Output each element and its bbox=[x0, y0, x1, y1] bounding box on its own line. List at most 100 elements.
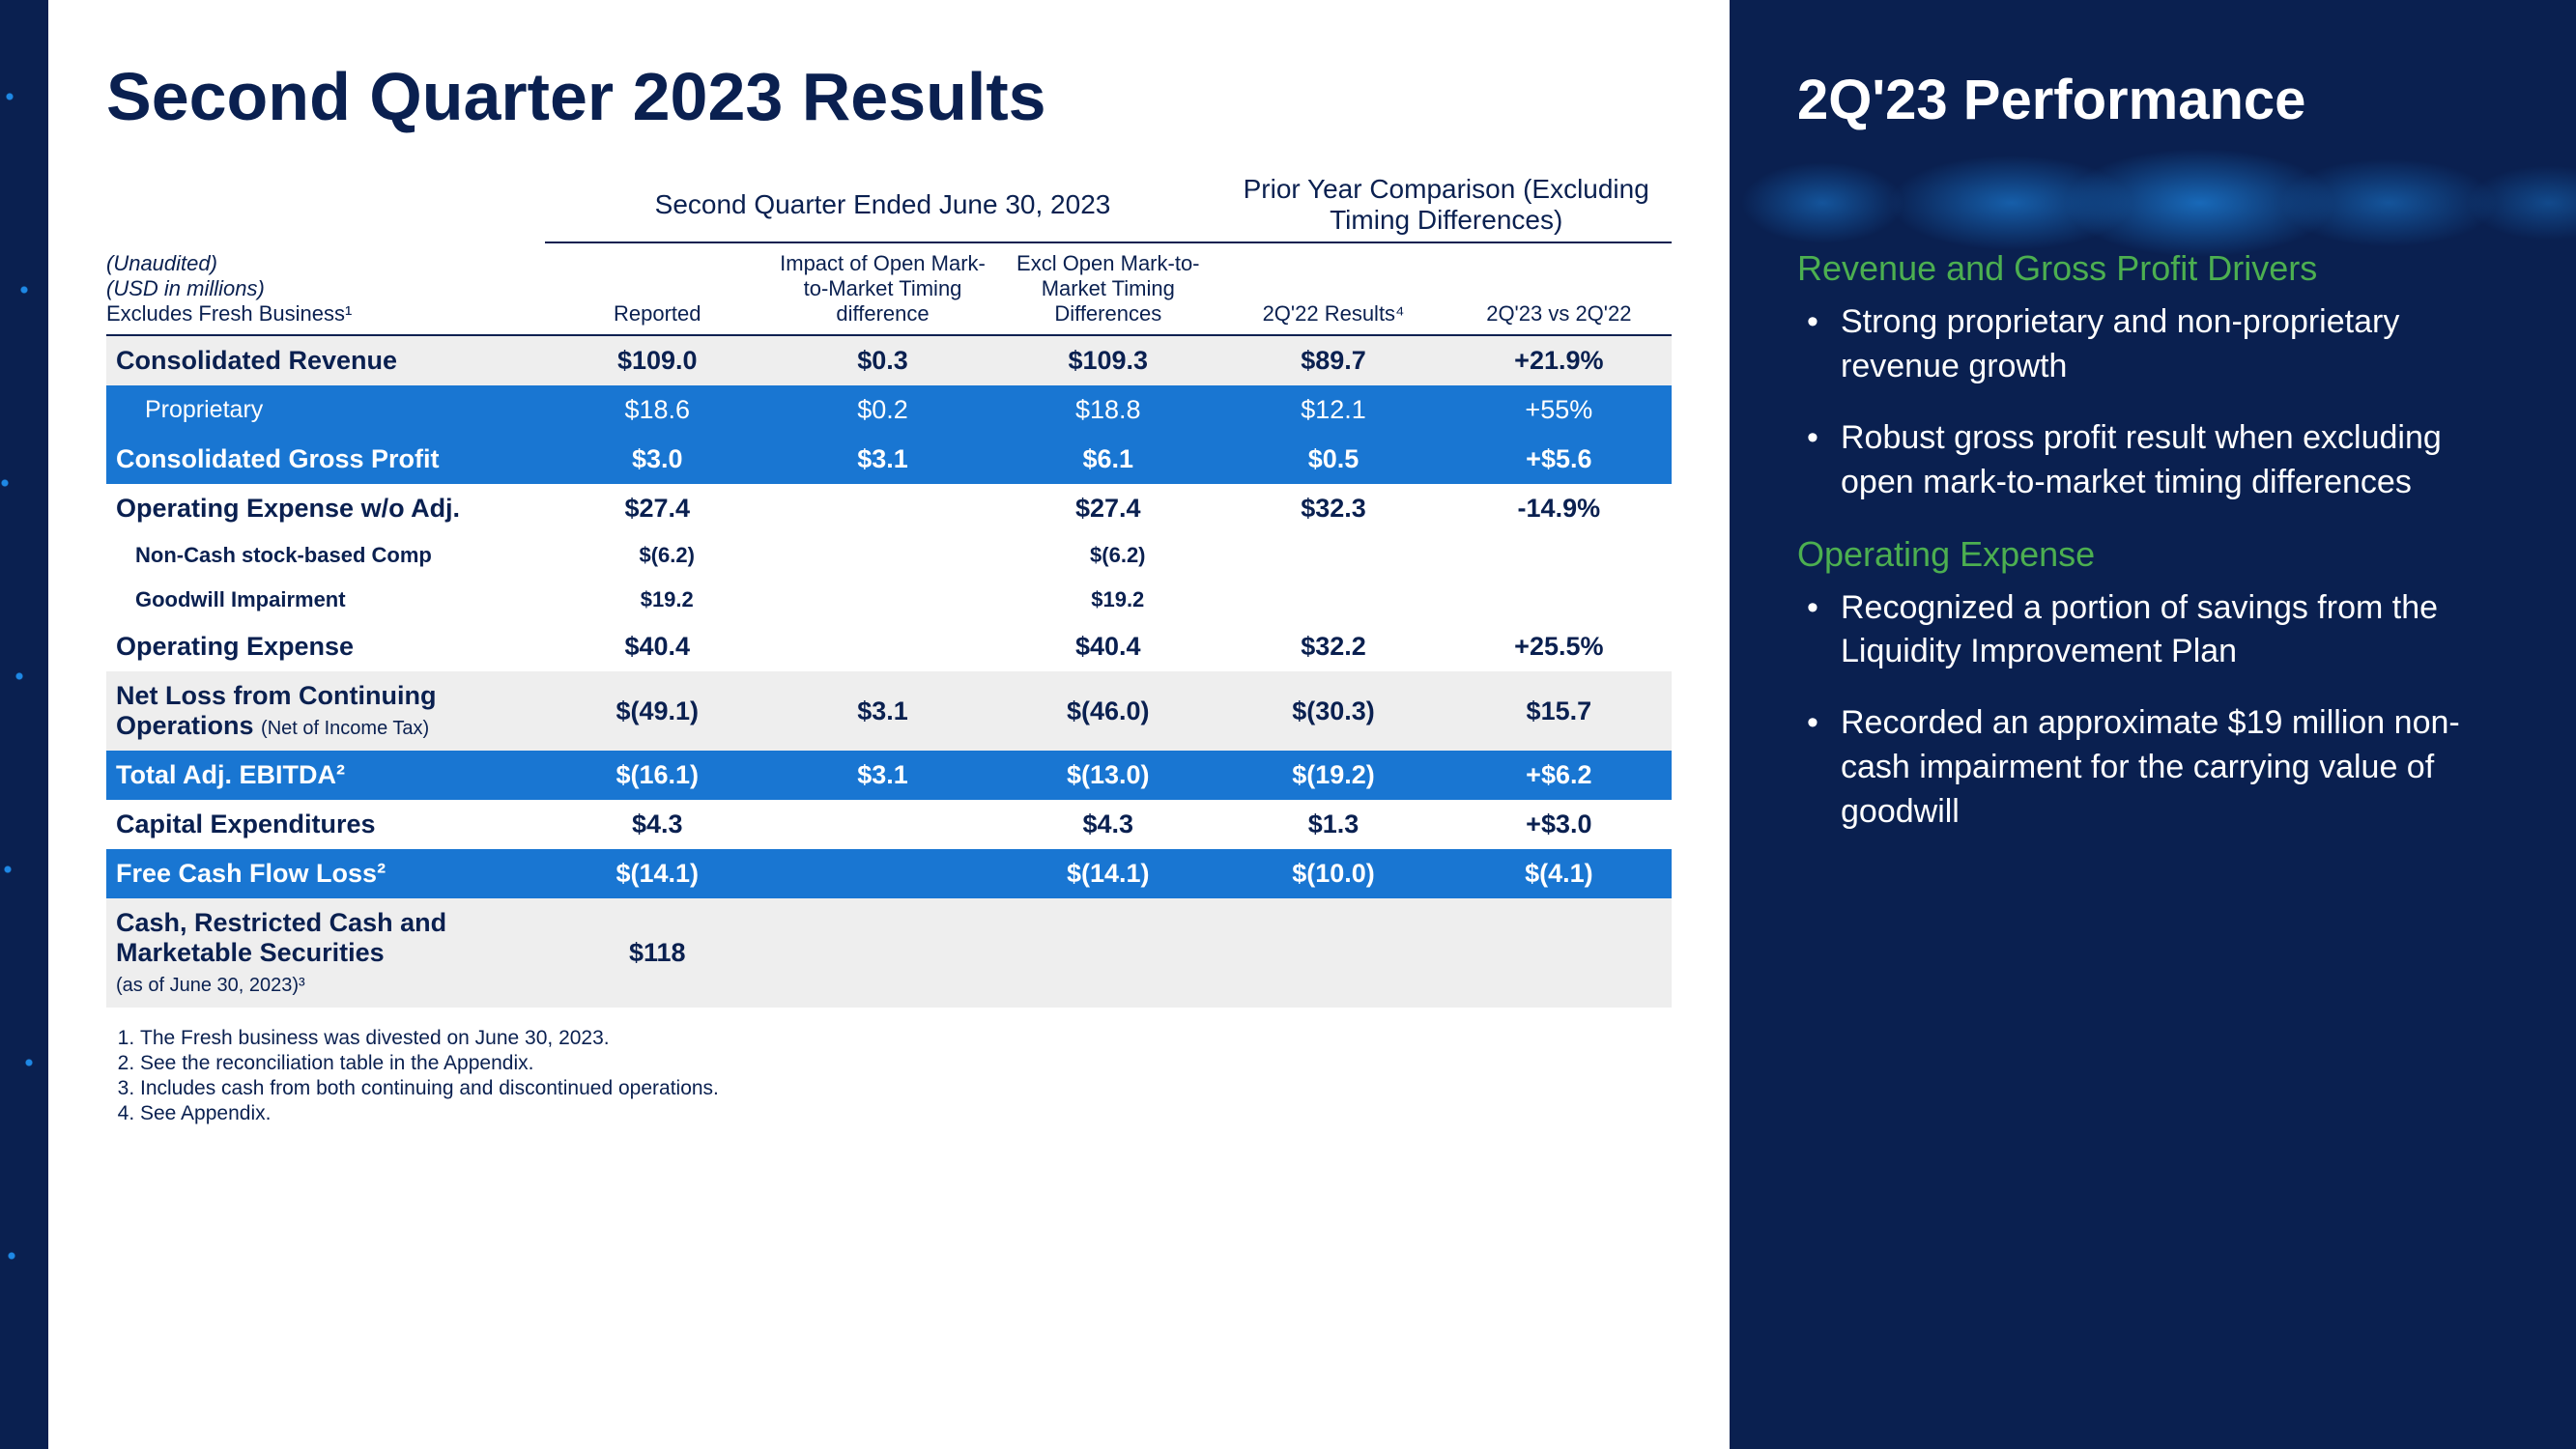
row-label: Cash, Restricted Cash and Marketable Sec… bbox=[106, 898, 545, 1008]
row-cell: $0.3 bbox=[770, 335, 995, 385]
table-row: Free Cash Flow Loss²$(14.1)$(14.1)$(10.0… bbox=[106, 849, 1672, 898]
row-cell: $3.1 bbox=[770, 671, 995, 751]
row-cell: $27.4 bbox=[545, 484, 770, 533]
row-label: Proprietary bbox=[106, 385, 545, 435]
row-cell bbox=[1446, 533, 1672, 578]
row-cell bbox=[770, 898, 995, 1008]
row-cell bbox=[1220, 578, 1445, 622]
row-label: Net Loss from Continuing Operations (Net… bbox=[106, 671, 545, 751]
footnote-item: The Fresh business was divested on June … bbox=[140, 1027, 1672, 1050]
row-cell bbox=[1446, 898, 1672, 1008]
col-group-current: Second Quarter Ended June 30, 2023 bbox=[545, 174, 1221, 242]
meta-line: (Unaudited) bbox=[106, 251, 217, 275]
results-table: (Unaudited) (USD in millions) Excludes F… bbox=[106, 174, 1672, 1008]
row-cell: $(13.0) bbox=[995, 751, 1220, 800]
bullet-list: Recognized a portion of savings from the… bbox=[1797, 586, 2518, 835]
row-cell: +$5.6 bbox=[1446, 435, 1672, 484]
row-cell: $0.5 bbox=[1220, 435, 1445, 484]
bullet-list: Strong proprietary and non-proprietary r… bbox=[1797, 300, 2518, 505]
row-cell: $(4.1) bbox=[1446, 849, 1672, 898]
row-cell: $4.3 bbox=[995, 800, 1220, 849]
bullet-item: Strong proprietary and non-proprietary r… bbox=[1797, 300, 2518, 389]
table-row: Consolidated Revenue$109.0$0.3$109.3$89.… bbox=[106, 335, 1672, 385]
row-cell: $32.3 bbox=[1220, 484, 1445, 533]
row-cell: $4.3 bbox=[545, 800, 770, 849]
col-vs: 2Q'23 vs 2Q'22 bbox=[1446, 242, 1672, 335]
row-cell: $6.1 bbox=[995, 435, 1220, 484]
row-cell bbox=[1220, 898, 1445, 1008]
col-impact: Impact of Open Mark-to-Market Timing dif… bbox=[770, 242, 995, 335]
row-label: Capital Expenditures bbox=[106, 800, 545, 849]
meta-line: Excludes Fresh Business¹ bbox=[106, 301, 352, 326]
table-meta: (Unaudited) (USD in millions) Excludes F… bbox=[106, 174, 545, 335]
row-cell: $40.4 bbox=[995, 622, 1220, 671]
row-label: Total Adj. EBITDA² bbox=[106, 751, 545, 800]
meta-line: (USD in millions) bbox=[106, 276, 265, 300]
col-prior: 2Q'22 Results⁴ bbox=[1220, 242, 1445, 335]
row-cell: +21.9% bbox=[1446, 335, 1672, 385]
row-cell bbox=[1446, 578, 1672, 622]
row-cell: $(49.1) bbox=[545, 671, 770, 751]
row-cell: $15.7 bbox=[1446, 671, 1672, 751]
table-row: Cash, Restricted Cash and Marketable Sec… bbox=[106, 898, 1672, 1008]
row-cell: $(14.1) bbox=[545, 849, 770, 898]
row-cell: $18.6 bbox=[545, 385, 770, 435]
row-cell: +$3.0 bbox=[1446, 800, 1672, 849]
row-cell bbox=[770, 484, 995, 533]
page-title: Second Quarter 2023 Results bbox=[106, 58, 1672, 135]
row-cell: $1.3 bbox=[1220, 800, 1445, 849]
row-cell: $109.3 bbox=[995, 335, 1220, 385]
row-cell: $3.1 bbox=[770, 435, 995, 484]
table-row: Proprietary$18.6$0.2$18.8$12.1+55% bbox=[106, 385, 1672, 435]
row-cell: +55% bbox=[1446, 385, 1672, 435]
row-cell: -14.9% bbox=[1446, 484, 1672, 533]
row-cell: $118 bbox=[545, 898, 770, 1008]
table-row: Operating Expense$40.4$40.4$32.2+25.5% bbox=[106, 622, 1672, 671]
row-cell: $27.4 bbox=[995, 484, 1220, 533]
left-panel: Second Quarter 2023 Results (Unaudited) … bbox=[48, 0, 1730, 1449]
row-cell: $3.0 bbox=[545, 435, 770, 484]
row-cell: $(14.1) bbox=[995, 849, 1220, 898]
row-cell: $32.2 bbox=[1220, 622, 1445, 671]
footnotes: The Fresh business was divested on June … bbox=[106, 1027, 1672, 1125]
bullet-item: Recognized a portion of savings from the… bbox=[1797, 586, 2518, 675]
row-cell: $(19.2) bbox=[1220, 751, 1445, 800]
row-cell: $19.2 bbox=[995, 578, 1220, 622]
row-cell bbox=[770, 622, 995, 671]
row-cell: $(6.2) bbox=[545, 533, 770, 578]
row-cell: $19.2 bbox=[545, 578, 770, 622]
row-cell bbox=[995, 898, 1220, 1008]
table-row: Non-Cash stock-based Comp$(6.2)$(6.2) bbox=[106, 533, 1672, 578]
row-cell bbox=[770, 578, 995, 622]
table-row: Consolidated Gross Profit$3.0$3.1$6.1$0.… bbox=[106, 435, 1672, 484]
table-row: Total Adj. EBITDA²$(16.1)$3.1$(13.0)$(19… bbox=[106, 751, 1672, 800]
col-reported: Reported bbox=[545, 242, 770, 335]
bullet-item: Recorded an approximate $19 million non-… bbox=[1797, 701, 2518, 835]
col-excl: Excl Open Mark-to-Market Timing Differen… bbox=[995, 242, 1220, 335]
row-label: Consolidated Revenue bbox=[106, 335, 545, 385]
row-label: Free Cash Flow Loss² bbox=[106, 849, 545, 898]
table-row: Capital Expenditures$4.3$4.3$1.3+$3.0 bbox=[106, 800, 1672, 849]
row-cell: +25.5% bbox=[1446, 622, 1672, 671]
row-label: Operating Expense w/o Adj. bbox=[106, 484, 545, 533]
row-cell: $89.7 bbox=[1220, 335, 1445, 385]
footnote-item: See the reconciliation table in the Appe… bbox=[140, 1052, 1672, 1075]
row-cell: $(30.3) bbox=[1220, 671, 1445, 751]
row-cell: $(6.2) bbox=[995, 533, 1220, 578]
row-cell bbox=[770, 849, 995, 898]
col-group-prior: Prior Year Comparison (Excluding Timing … bbox=[1220, 174, 1672, 242]
row-label: Operating Expense bbox=[106, 622, 545, 671]
row-cell: $3.1 bbox=[770, 751, 995, 800]
bullet-item: Robust gross profit result when excludin… bbox=[1797, 416, 2518, 505]
section-heading: Revenue and Gross Profit Drivers bbox=[1797, 248, 2518, 289]
row-cell: $(16.1) bbox=[545, 751, 770, 800]
row-cell bbox=[770, 533, 995, 578]
row-cell: $(10.0) bbox=[1220, 849, 1445, 898]
section-heading: Operating Expense bbox=[1797, 534, 2518, 575]
row-cell bbox=[1220, 533, 1445, 578]
performance-title: 2Q'23 Performance bbox=[1797, 68, 2518, 132]
decorative-dots bbox=[0, 0, 48, 1449]
row-label: Non-Cash stock-based Comp bbox=[106, 533, 545, 578]
row-label: Goodwill Impairment bbox=[106, 578, 545, 622]
row-label: Consolidated Gross Profit bbox=[106, 435, 545, 484]
